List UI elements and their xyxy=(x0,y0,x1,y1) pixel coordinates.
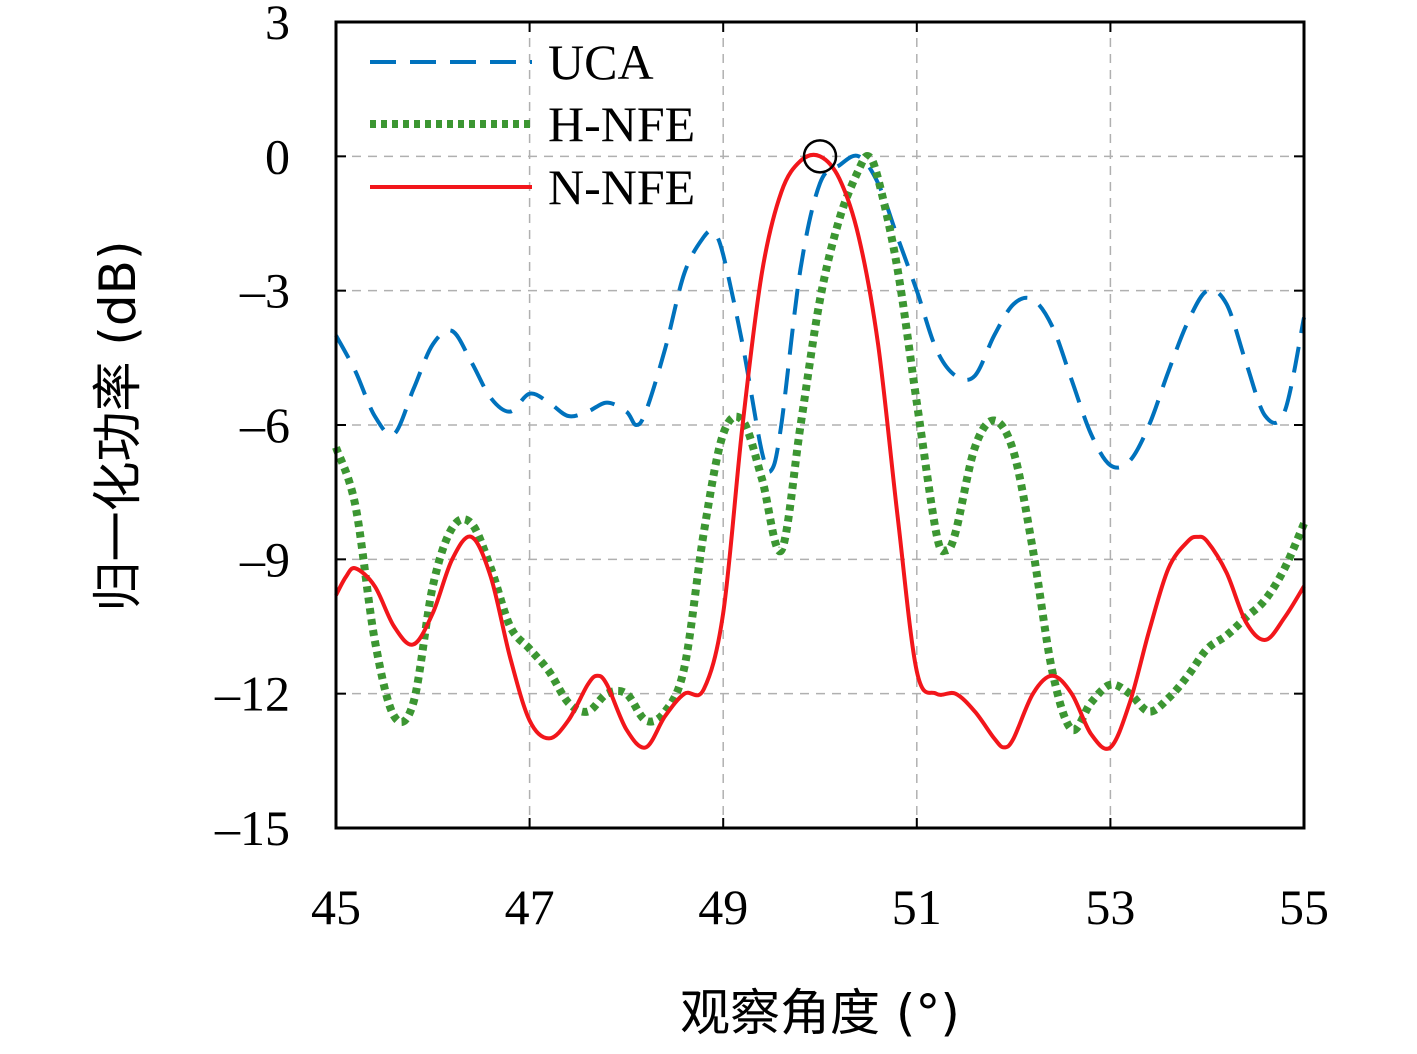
grid-lines xyxy=(336,22,1304,828)
y-tick-labels: 3 0 –3 –6 –9 –12 –15 xyxy=(214,0,290,856)
y-tick-label: –15 xyxy=(214,800,290,856)
x-tick-labels: 45 47 49 51 53 55 xyxy=(311,879,1329,935)
x-tick-label: 47 xyxy=(505,879,555,935)
y-axis-title: 归一化功率 (dB) xyxy=(89,241,147,612)
legend: UCA H-NFE N-NFE xyxy=(370,34,695,215)
series-line-uca xyxy=(334,153,1306,474)
legend-label-n-nfe: N-NFE xyxy=(548,159,695,215)
peak-marker-circle xyxy=(802,139,838,174)
y-tick-label: –9 xyxy=(239,531,290,587)
x-tick-label: 51 xyxy=(892,879,942,935)
x-tick-label: 55 xyxy=(1279,879,1329,935)
x-axis-title: 观察角度 (°) xyxy=(680,984,960,1042)
x-tick-label: 45 xyxy=(311,879,361,935)
series-line-n-nfe xyxy=(334,152,1306,751)
legend-label-uca: UCA xyxy=(548,34,654,90)
series-line-h-nfe xyxy=(332,152,1308,735)
y-tick-label: –6 xyxy=(239,397,290,453)
axis-ticks xyxy=(335,21,1305,829)
y-tick-label: 0 xyxy=(265,128,290,184)
y-tick-label: –3 xyxy=(239,263,290,319)
x-tick-label: 53 xyxy=(1085,879,1135,935)
y-tick-label: –12 xyxy=(214,666,290,722)
series-layer xyxy=(332,152,1308,751)
annotation-layer xyxy=(802,139,838,174)
x-tick-label: 49 xyxy=(698,879,748,935)
legend-label-h-nfe: H-NFE xyxy=(548,96,695,152)
y-tick-label: 3 xyxy=(265,0,290,50)
